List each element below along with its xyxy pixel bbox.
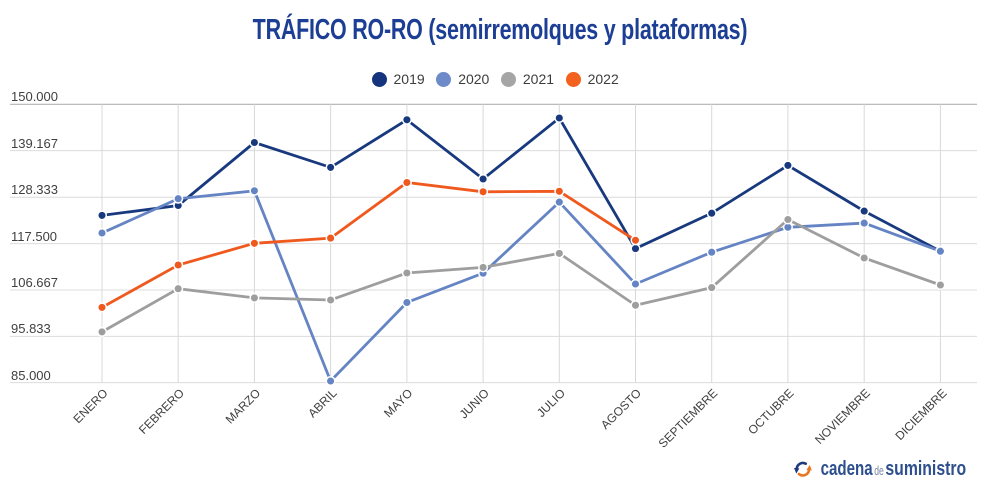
svg-text:cadena: cadena: [821, 458, 874, 480]
svg-text:de: de: [874, 463, 884, 478]
svg-text:suministro: suministro: [885, 458, 966, 480]
